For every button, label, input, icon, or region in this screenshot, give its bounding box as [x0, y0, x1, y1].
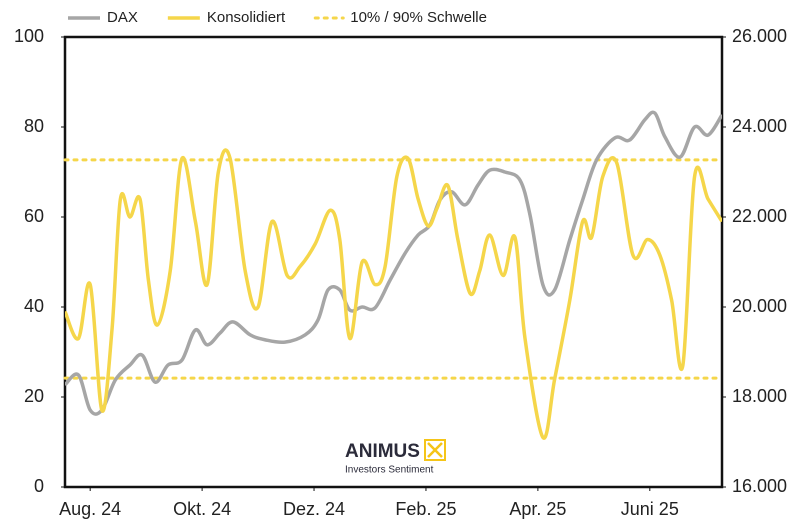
x-tick-label: Okt. 24 — [173, 499, 231, 519]
logo-icon-x — [427, 442, 443, 458]
x-tick-label: Feb. 25 — [395, 499, 456, 519]
logo-icon — [424, 439, 446, 461]
series-line — [65, 148, 722, 440]
y-tick-label: 20 — [24, 386, 44, 406]
y2-tick-label: 20.000 — [732, 296, 787, 316]
y-tick-label: 0 — [34, 476, 44, 496]
logo-tagline: Investors Sentiment — [345, 465, 434, 476]
x-tick-label: Aug. 24 — [59, 499, 121, 519]
legend-label: 10% / 90% Schwelle — [350, 9, 487, 26]
legend-label: Konsolidiert — [207, 9, 286, 26]
logo: ANIMUS Investors Sentiment — [345, 439, 446, 476]
y-tick-label: 40 — [24, 296, 44, 316]
series-group — [65, 110, 722, 440]
y2-tick-label: 18.000 — [732, 386, 787, 406]
y-tick-label: 60 — [24, 206, 44, 226]
y2-tick-label: 22.000 — [732, 206, 787, 226]
x-tick-label: Dez. 24 — [283, 499, 345, 519]
y2-tick-label: 16.000 — [732, 476, 787, 496]
y2-tick-label: 26.000 — [732, 26, 787, 46]
y-tick-label: 100 — [14, 26, 44, 46]
x-tick-label: Apr. 25 — [509, 499, 566, 519]
plot-frame — [63, 35, 724, 489]
x-tick-label: Juni 25 — [621, 499, 679, 519]
series-line — [65, 110, 722, 416]
legend-label: DAX — [107, 9, 138, 26]
y-tick-label: 80 — [24, 116, 44, 136]
logo-name: ANIMUS — [345, 441, 420, 462]
y2-tick-label: 24.000 — [732, 116, 787, 136]
